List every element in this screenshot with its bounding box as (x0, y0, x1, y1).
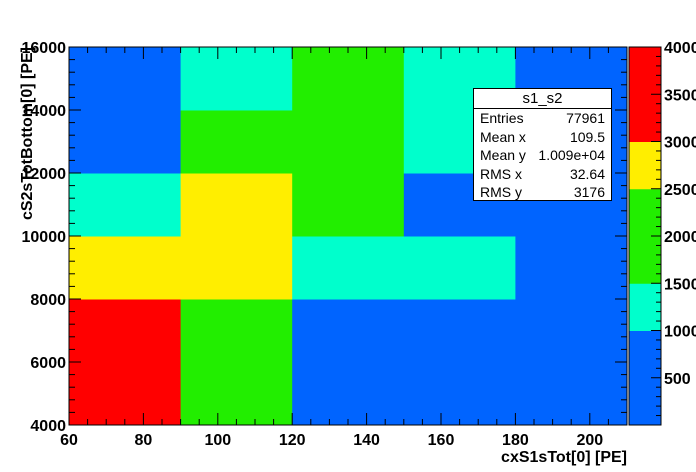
heatmap-cell (69, 362, 182, 426)
palette-band (629, 141, 661, 190)
z-tick-label: 1000 (664, 324, 696, 341)
stats-value: 77961 (566, 110, 605, 126)
y-tick-label: 8000 (30, 292, 66, 309)
x-tick-label: 80 (135, 432, 153, 449)
stats-value: 3176 (573, 184, 605, 201)
heatmap-cell (69, 299, 182, 363)
heatmap-cell (69, 173, 182, 237)
heatmap-cell (515, 299, 628, 363)
z-tick-label: 4000 (664, 40, 696, 57)
stats-row-mean-x: Mean x 109.5 (474, 128, 611, 147)
y-tick-label: 14000 (22, 103, 67, 120)
heatmap-cell (180, 173, 293, 237)
z-tick-label: 2500 (664, 182, 696, 199)
y-tick-label: 12000 (22, 166, 67, 183)
stats-label: Mean y (480, 147, 526, 164)
x-tick-label: 160 (428, 432, 455, 449)
y-axis-title: cS2sTotBottom[0] [PE] (19, 47, 36, 220)
heatmap-cell (515, 236, 628, 300)
heatmap-cell (180, 299, 293, 363)
y-tick-label: 16000 (22, 40, 67, 57)
stats-label: Entries (480, 110, 524, 126)
heatmap-cell (180, 110, 293, 174)
stats-label: Mean x (480, 128, 526, 145)
palette-band (629, 283, 661, 331)
z-tick-label: 1500 (664, 276, 696, 293)
z-tick-label: 3500 (664, 87, 696, 104)
heatmap-cell (292, 110, 405, 174)
heatmap-cell (180, 47, 293, 111)
heatmap-cell (403, 362, 516, 426)
x-tick-label: 140 (353, 432, 380, 449)
x-tick-label: 200 (576, 432, 603, 449)
heatmap-cell (292, 362, 405, 426)
stats-value: 32.64 (569, 165, 605, 182)
stats-label: RMS y (480, 184, 522, 201)
stats-value: 109.5 (569, 128, 605, 145)
y-tick-label: 6000 (30, 355, 66, 372)
heatmap-cell (292, 173, 405, 237)
z-tick-label: 2000 (664, 229, 696, 246)
stats-title: s1_s2 (474, 89, 611, 109)
stats-box: s1_s2 Entries 77961 Mean x 109.5 Mean y … (473, 88, 612, 201)
x-tick-label: 60 (60, 432, 78, 449)
heatmap-cell (292, 236, 405, 300)
x-tick-label: 100 (204, 432, 231, 449)
x-axis-title: cxS1sTot[0] [PE] (501, 449, 627, 466)
stats-row-entries: Entries 77961 (474, 109, 611, 128)
stats-value: 1.009e+04 (538, 147, 605, 164)
heatmap-cell (515, 362, 628, 426)
y-tick-label: 4000 (30, 418, 66, 435)
stats-label: RMS x (480, 165, 522, 182)
heatmap-cell (403, 236, 516, 300)
heatmap-cell (292, 299, 405, 363)
y-tick-label: 10000 (22, 229, 67, 246)
stats-row-mean-y: Mean y 1.009e+04 (474, 146, 611, 165)
heatmap-cell (292, 47, 405, 111)
heatmap-cell (403, 299, 516, 363)
heatmap-cell (180, 362, 293, 426)
stats-row-rms-y: RMS y 3176 (474, 183, 611, 202)
heatmap-cell (69, 47, 182, 111)
heatmap-cell (69, 236, 182, 300)
stats-row-rms-x: RMS x 32.64 (474, 165, 611, 184)
z-tick-label: 3000 (664, 135, 696, 152)
x-tick-label: 120 (279, 432, 306, 449)
heatmap-cell (69, 110, 182, 174)
z-tick-label: 500 (664, 371, 691, 388)
heatmap-cell (180, 236, 293, 300)
x-tick-label: 180 (502, 432, 529, 449)
